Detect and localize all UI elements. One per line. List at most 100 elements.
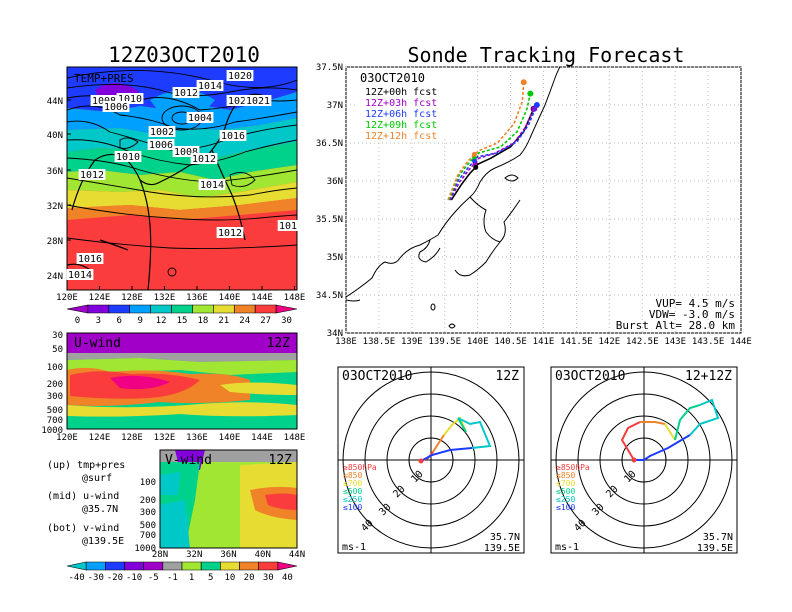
isobar-label: 1012 — [218, 228, 242, 239]
mid-pressure-tick-label: 1000 — [41, 426, 63, 436]
mid-pressure-tick-label: 200 — [47, 380, 63, 390]
track-lon-tick-label: 140E — [467, 337, 489, 347]
top-lon-tick-label: 148E — [284, 293, 306, 303]
mid-lon-tick-label: 132E — [154, 433, 176, 443]
hodo-right-trace-700 — [664, 423, 676, 441]
bot-lat-tick-label: 32N — [186, 550, 202, 560]
temp-colorbar-swatch — [150, 304, 172, 314]
top-lon-tick-label: 144E — [251, 293, 273, 303]
temp-colorbar-swatch — [233, 304, 256, 314]
legend-note-mid-2: @35.7N — [82, 504, 118, 515]
temp-colorbar-label: 15 — [177, 316, 188, 326]
bot-lat-tick-label: 36N — [220, 550, 236, 560]
bot-pressure-tick-label: 200 — [140, 496, 156, 506]
hodo-left-origin-marker — [418, 458, 424, 464]
wind-colorbar-label: 30 — [263, 573, 274, 583]
hodo-left-trace-500 — [457, 417, 467, 433]
top-lat-tick-label: 36N — [47, 167, 63, 177]
temp-colorbar-label: 3 — [96, 316, 101, 326]
wind-colorbar-swatch — [105, 561, 125, 571]
temp-colorbar-swatch — [87, 304, 110, 314]
panel-label-u-wind: U-wind — [74, 336, 121, 351]
param-vdw: VDW= -3.0 m/s — [649, 308, 735, 321]
top-lon-ticks: 120E 124E 128E 132E 136E 140E 144E 148E — [56, 286, 305, 303]
isobar-label: 101 — [279, 221, 297, 232]
track-lon-tick-label: 141E — [533, 337, 555, 347]
track-burst-0 — [473, 164, 479, 170]
isobar-label: 1014 — [200, 180, 224, 191]
track-line-3 — [447, 93, 532, 201]
hodo-right-layer-2: ≤700 — [556, 479, 575, 488]
track-lon-tick-label: 140.5E — [494, 337, 527, 347]
temp-colorbar-swatch — [254, 304, 277, 314]
mid-lon-tick-label: 120E — [56, 433, 78, 443]
isobar-label: 1024 — [228, 96, 252, 107]
wind-colorbar-label: -40 — [68, 573, 84, 583]
temp-colorbar-swatch — [66, 304, 89, 314]
isobar-label-bg — [196, 80, 224, 91]
temp-colorbar-label: 6 — [117, 316, 122, 326]
isobar-label: 1021 — [246, 96, 270, 107]
isobar-label-bg — [226, 95, 254, 106]
track-line-4 — [447, 82, 525, 201]
track-lon-tick-label: 139.5E — [428, 337, 461, 347]
wind-colorbar-label: -30 — [88, 573, 104, 583]
hodo-left-layer-3: ≤500 — [343, 487, 362, 496]
isobar-label-bg — [78, 169, 106, 180]
bot-lat-ticks: 28N 32N 36N 40N 44N — [152, 550, 305, 560]
wind-colorbar-label: 1 — [189, 573, 194, 583]
wind-colorbar-label: 40 — [282, 573, 293, 583]
top-lat-ticks: 44N 40N 36N 32N 28N 24N — [47, 97, 71, 282]
isobar-label: 1004 — [188, 113, 212, 124]
track-endpoint-2 — [533, 102, 540, 108]
track-grid — [345, 66, 742, 334]
isobar-label-bg — [172, 87, 200, 98]
isobar-label-bg — [277, 220, 299, 231]
bot-lat-tick-label: 40N — [255, 550, 271, 560]
hodo-right-trace-low — [620, 421, 641, 461]
mid-lon-tick-label: 136E — [186, 433, 208, 443]
temp-colorbar-label: 24 — [239, 316, 250, 326]
hodograph-left: 03OCT2010 12Z 10 20 30 40 ≥850hPa ≤850 ≤… — [337, 366, 525, 554]
wind-colorbar-label: 10 — [224, 573, 235, 583]
track-fcst-12h: 12Z+12h fcst — [365, 131, 437, 142]
panel-legend-notes: (up) tmp+pres @surf (mid) u-wind @35.7N … — [47, 460, 125, 547]
temp-colorbar-swatch — [129, 304, 151, 314]
isobar-label: 1010 — [118, 94, 142, 105]
track-lon-tick-label: 144E — [730, 337, 752, 347]
legend-note-up-2: @surf — [82, 473, 112, 484]
hodo-right-lat: 35.7N — [703, 532, 733, 543]
wind-colorbar-swatch — [85, 561, 106, 571]
track-lon-tick-label: 138E — [335, 337, 357, 347]
isobar-label: 1020 — [228, 71, 252, 82]
temp-colorbar-swatch — [108, 304, 131, 314]
isobar-label-bg — [172, 146, 200, 157]
isobar-label: 1008 — [174, 147, 198, 158]
top-lat-tick-label: 32N — [47, 202, 63, 212]
track-endpoint-4 — [520, 79, 527, 86]
bot-pressure-tick-label: 700 — [140, 531, 156, 541]
track-line-2 — [448, 104, 538, 201]
panel-label-temp-pres: TEMP+PRES — [74, 72, 134, 85]
temp-colorbar-swatch — [192, 304, 214, 314]
mid-lon-ticks: 120E 124E 128E 132E 136E 140E 144E 148E — [56, 433, 305, 443]
top-lat-tick-label: 28N — [47, 237, 63, 247]
legend-note-mid-1: (mid) u-wind — [47, 491, 119, 502]
hodo-right-time: 12+12Z — [685, 369, 732, 384]
wind-colorbar-swatch — [220, 561, 240, 571]
isobar-label: 1006 — [104, 102, 128, 113]
track-line-1 — [449, 108, 536, 201]
legend-note-bot-2: @139.5E — [82, 536, 124, 547]
track-lon-tick-label: 143.5E — [692, 337, 725, 347]
temp-colorbar-label: 12 — [156, 316, 167, 326]
hodo-left-layer-2: ≤700 — [343, 479, 362, 488]
wind-colorbar-swatch — [124, 561, 144, 571]
wind-colorbar-label: -20 — [107, 573, 123, 583]
hodo-left-trace-100 — [420, 447, 473, 462]
track-burst-4 — [471, 151, 477, 157]
isobar-label: 1002 — [150, 127, 174, 138]
temp-colorbar-swatch — [275, 304, 298, 314]
temp-colorbar-label: 30 — [281, 316, 292, 326]
